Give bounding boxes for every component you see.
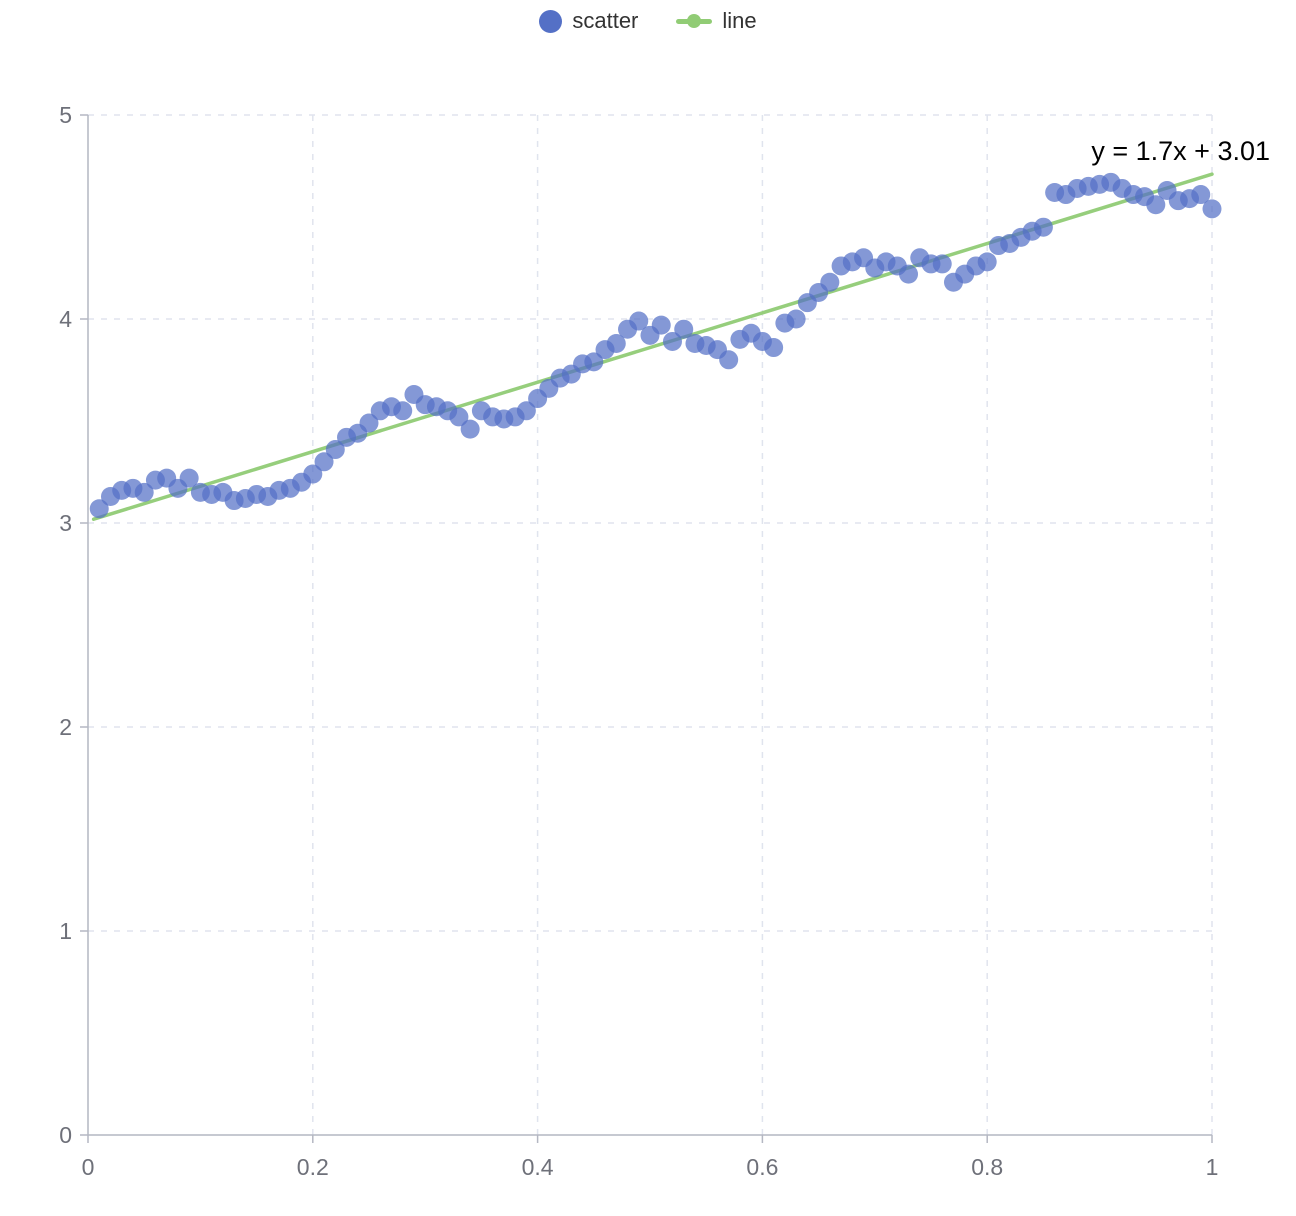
scatter-point — [674, 319, 694, 339]
scatter-point — [460, 419, 480, 439]
scatter-point — [1033, 217, 1053, 237]
legend-item-scatter[interactable]: scatter — [539, 8, 638, 34]
x-tick-label: 1 — [1206, 1154, 1219, 1180]
scatter-point — [134, 482, 154, 502]
scatter-point — [651, 315, 671, 335]
scatter-point — [314, 452, 334, 472]
scatter-point — [449, 407, 469, 427]
trendline-equation: y = 1.7x + 3.01 — [1091, 136, 1270, 166]
y-tick-label: 5 — [59, 102, 72, 128]
x-tick-label: 0.8 — [971, 1154, 1003, 1180]
scatter-point — [1191, 185, 1211, 205]
line-legend-icon — [676, 10, 713, 33]
x-tick-label: 0.4 — [522, 1154, 554, 1180]
line-legend-dot — [687, 14, 702, 28]
scatter-point — [786, 309, 806, 329]
scatter-point — [1146, 195, 1166, 215]
scatter-point — [606, 333, 626, 353]
scatter-point — [179, 468, 199, 488]
scatter-point — [303, 464, 323, 484]
scatter-point — [629, 311, 649, 331]
scatter-point — [359, 413, 379, 433]
scatter-point — [89, 499, 109, 519]
y-tick-label: 3 — [59, 510, 72, 536]
scatter-point — [325, 440, 345, 460]
scatter-point — [393, 401, 413, 421]
x-tick-label: 0.2 — [297, 1154, 329, 1180]
y-tick-label: 2 — [59, 714, 72, 740]
scatter-legend-icon — [539, 9, 563, 33]
scatter-point — [932, 254, 952, 274]
scatter-point — [1202, 199, 1222, 219]
scatter-point — [584, 352, 604, 372]
legend-label-scatter: scatter — [572, 8, 639, 33]
scatter-point — [719, 350, 739, 370]
scatter-point — [820, 272, 840, 292]
scatter-point — [977, 252, 997, 272]
scatter-point — [662, 331, 682, 351]
x-tick-label: 0.6 — [746, 1154, 778, 1180]
scatter-point — [516, 401, 536, 421]
y-tick-label: 1 — [59, 918, 72, 944]
legend-item-line[interactable]: line — [676, 8, 757, 34]
scatter-point — [899, 264, 919, 284]
legend-label-line: line — [722, 8, 757, 33]
scatter-point — [764, 338, 784, 358]
x-tick-label: 0 — [82, 1154, 95, 1180]
y-tick-label: 0 — [59, 1122, 72, 1148]
y-tick-label: 4 — [59, 306, 72, 332]
chart-legend: scatter line — [0, 8, 1296, 34]
